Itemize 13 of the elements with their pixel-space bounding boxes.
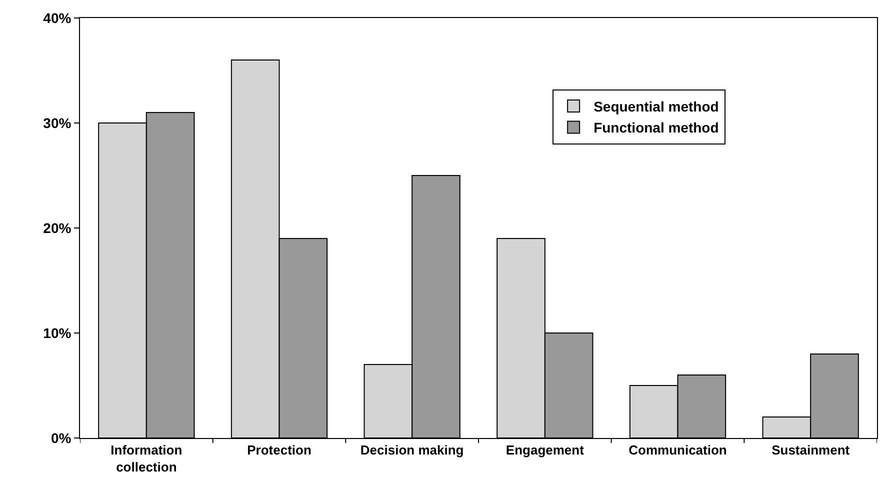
x-tick-label: Sustainment — [772, 442, 850, 458]
y-tick-label: 0% — [50, 430, 72, 446]
y-tick-label: 10% — [43, 324, 72, 341]
y-tick-label: 40% — [43, 10, 72, 26]
x-tick-label: Engagement — [506, 442, 585, 458]
x-tick-label: Communication — [628, 442, 727, 458]
legend-label: Functional method — [594, 120, 719, 136]
x-tick-label: Information collection — [110, 442, 182, 474]
x-tick-label: Protection — [247, 442, 312, 458]
y-tick-label: 30% — [43, 114, 72, 131]
y-tick-label: 20% — [43, 220, 72, 236]
x-tick-label: Decision making — [360, 442, 464, 458]
legend-label: Sequential method — [594, 98, 719, 114]
